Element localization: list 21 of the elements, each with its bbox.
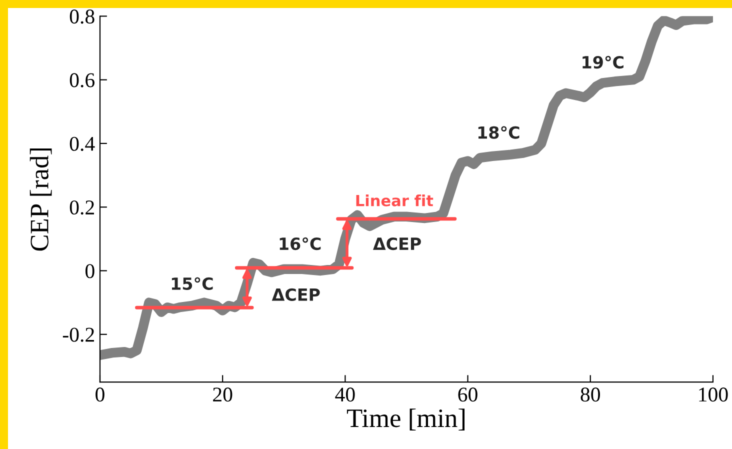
annotation: 18°C xyxy=(478,126,520,139)
y-tick-label: 0 xyxy=(86,264,94,278)
x-tick-label: 100 xyxy=(699,388,728,402)
y-tick-label: 0.8 xyxy=(70,10,94,24)
annotation: ΔCEP xyxy=(373,237,421,250)
annotation: 16°C xyxy=(280,237,321,250)
y-axis-title: CEP [rad] xyxy=(30,148,52,251)
annotation: 15°C xyxy=(172,277,213,290)
annotation: 19°C xyxy=(582,56,624,69)
y-tick-label: 0.6 xyxy=(70,73,95,88)
x-tick-label: 80 xyxy=(580,388,600,402)
x-tick-label: 20 xyxy=(213,388,232,402)
x-tick-label: 60 xyxy=(458,388,478,402)
y-tick-label: -0.2 xyxy=(62,328,94,342)
y-tick-label: 0.2 xyxy=(70,200,94,215)
x-axis-title: Time [min] xyxy=(346,408,465,430)
x-tick-label: 0 xyxy=(96,388,104,402)
annotation: ΔCEP xyxy=(272,288,320,301)
series-label: Linear fit xyxy=(356,194,434,206)
y-tick-label: 0.4 xyxy=(70,136,95,151)
x-tick-label: 40 xyxy=(335,388,355,402)
